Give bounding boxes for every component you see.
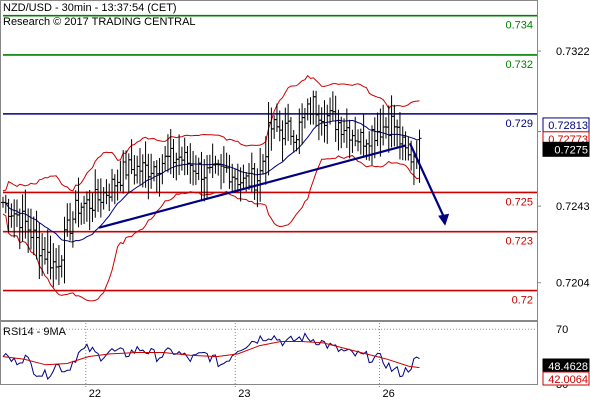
bollinger-upper bbox=[2, 74, 420, 192]
main-panel-frame bbox=[0, 0, 538, 321]
level-label: 0.734 bbox=[505, 20, 533, 32]
projection-arrowhead bbox=[438, 213, 450, 226]
x-tick-label: 26 bbox=[382, 388, 394, 400]
level-label: 0.732 bbox=[505, 59, 533, 71]
rsi-tick-label: 70 bbox=[556, 324, 568, 336]
rsi-ma-line bbox=[2, 341, 420, 369]
moving-average bbox=[2, 119, 420, 243]
y-tick-label: 0.7243 bbox=[556, 201, 590, 213]
y-tick-label: 0.7322 bbox=[556, 46, 590, 58]
rsi-value-label: 48.4628 bbox=[548, 361, 588, 373]
rsi-panel-frame bbox=[0, 321, 538, 385]
ohlc-bars bbox=[1, 90, 422, 288]
x-tick-label: 22 bbox=[89, 388, 101, 400]
chart-title: NZD/USD - 30min - 13:37:54 (CET) bbox=[3, 2, 177, 14]
bollinger-lower bbox=[2, 154, 420, 302]
level-label: 0.72 bbox=[512, 295, 533, 307]
y-tick-label: 0.7204 bbox=[556, 278, 590, 290]
rsi-value-label: 42.0064 bbox=[548, 374, 588, 386]
chart-copyright: Research © 2017 TRADING CENTRAL bbox=[3, 16, 196, 28]
x-tick-label: 23 bbox=[238, 388, 250, 400]
rsi-value-box bbox=[542, 371, 590, 386]
level-label: 0.729 bbox=[505, 118, 533, 130]
level-label: 0.723 bbox=[505, 236, 533, 248]
trendline bbox=[98, 144, 407, 229]
price-tag-label: 0.7275 bbox=[554, 144, 588, 156]
projection-arrow bbox=[408, 142, 447, 221]
price-tag-label: 0.72813 bbox=[548, 120, 588, 132]
level-label: 0.725 bbox=[505, 196, 533, 208]
price-tag-box bbox=[542, 141, 590, 157]
